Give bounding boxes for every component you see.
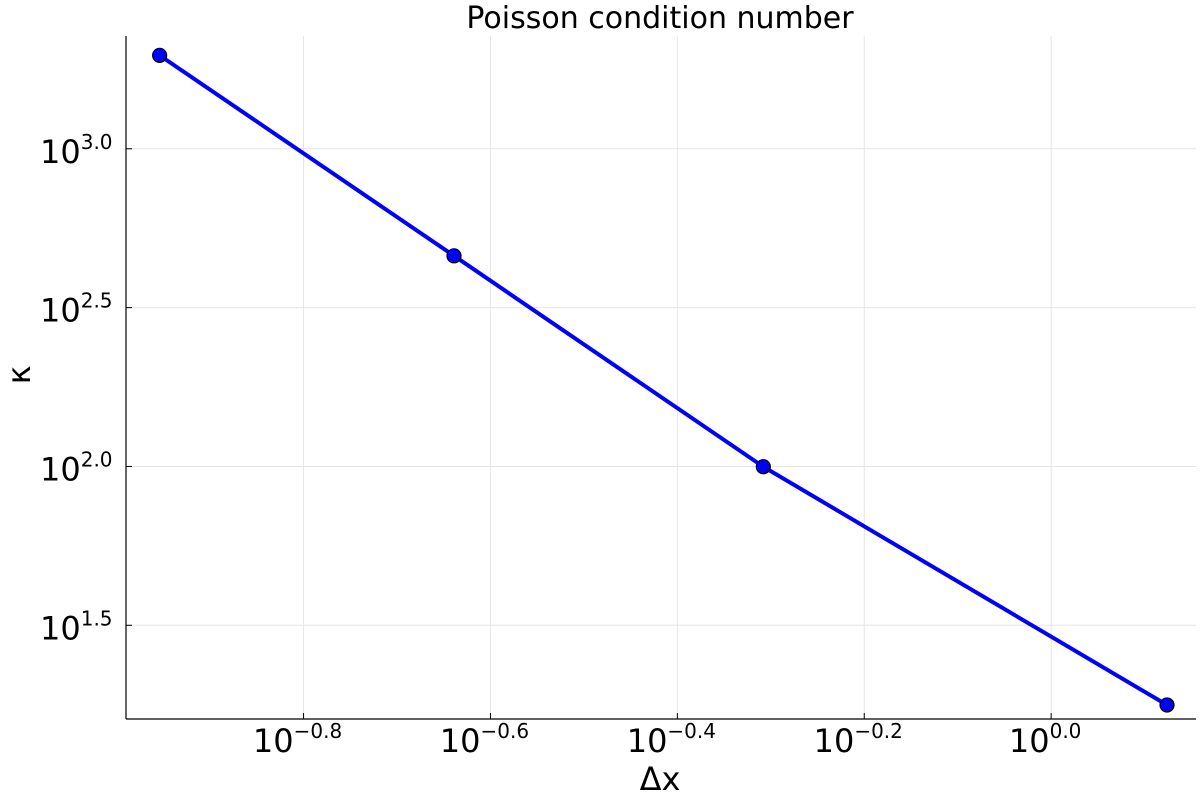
data-point xyxy=(1159,697,1175,713)
x-tick-label: 100.0 xyxy=(1009,719,1082,760)
x-tick-label: 10−0.6 xyxy=(440,719,529,760)
x-ticks: 10−0.8 10−0.6 10−0.4 10−0.2 100.0 xyxy=(253,713,1082,760)
series-layer xyxy=(152,47,1175,713)
y-tick-label: 102.0 xyxy=(40,447,113,488)
data-point xyxy=(152,47,168,63)
x-tick-label: 10−0.2 xyxy=(814,719,903,760)
y-tick-label: 102.5 xyxy=(40,289,113,330)
y-ticks: 101.5 102.0 102.5 103.0 xyxy=(40,130,132,647)
y-tick-label: 103.0 xyxy=(40,130,113,171)
x-tick-label: 10−0.8 xyxy=(253,719,342,760)
x-tick-label: 10−0.4 xyxy=(627,719,716,760)
grid xyxy=(126,36,1196,719)
y-axis-label: κ xyxy=(0,365,38,384)
y-tick-label: 101.5 xyxy=(40,606,113,647)
data-point xyxy=(446,248,462,264)
chart-title: Poisson condition number xyxy=(466,1,854,36)
series-line xyxy=(157,53,1170,708)
x-axis-label: Δx xyxy=(640,760,681,798)
axes xyxy=(125,36,1196,720)
data-point xyxy=(755,459,771,475)
